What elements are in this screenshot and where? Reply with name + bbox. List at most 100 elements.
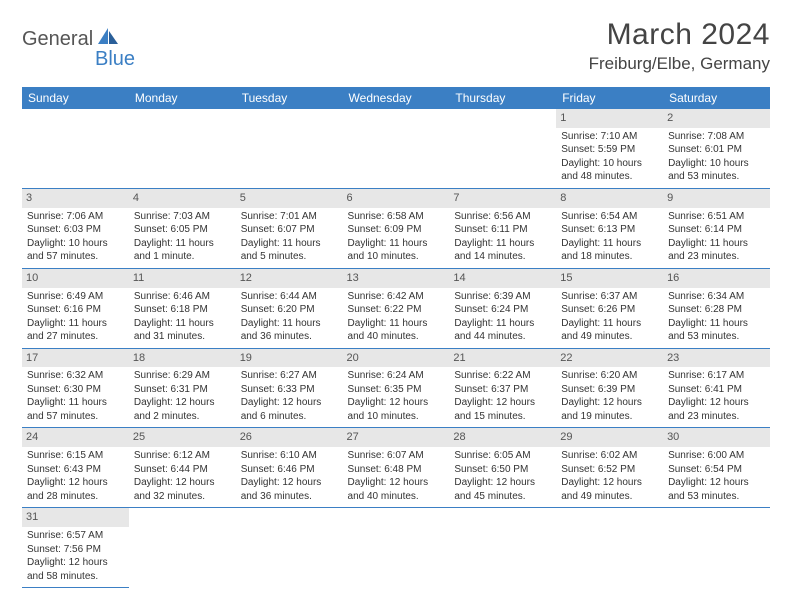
sunset-text: Sunset: 6:30 PM <box>27 383 124 397</box>
daylight-text: and 53 minutes. <box>668 330 765 344</box>
day-number: 30 <box>663 428 770 447</box>
daylight-text: Daylight: 11 hours <box>241 237 338 251</box>
calendar-body: 1Sunrise: 7:10 AMSunset: 5:59 PMDaylight… <box>22 109 770 588</box>
sunset-text: Sunset: 5:59 PM <box>561 143 658 157</box>
day-number: 27 <box>343 428 450 447</box>
sunrise-text: Sunrise: 6:22 AM <box>454 369 551 383</box>
sunset-text: Sunset: 6:39 PM <box>561 383 658 397</box>
calendar-day-cell: 20Sunrise: 6:24 AMSunset: 6:35 PMDayligh… <box>343 348 450 428</box>
daylight-text: Daylight: 11 hours <box>668 237 765 251</box>
calendar-empty-cell <box>129 109 236 188</box>
day-number: 9 <box>663 189 770 208</box>
calendar-empty-cell <box>449 508 556 588</box>
daylight-text: and 28 minutes. <box>27 490 124 504</box>
daylight-text: and 49 minutes. <box>561 330 658 344</box>
calendar-day-cell: 9Sunrise: 6:51 AMSunset: 6:14 PMDaylight… <box>663 188 770 268</box>
calendar-empty-cell <box>663 508 770 588</box>
sunrise-text: Sunrise: 6:24 AM <box>348 369 445 383</box>
sunset-text: Sunset: 6:48 PM <box>348 463 445 477</box>
daylight-text: Daylight: 11 hours <box>454 317 551 331</box>
sunset-text: Sunset: 6:31 PM <box>134 383 231 397</box>
calendar-day-cell: 12Sunrise: 6:44 AMSunset: 6:20 PMDayligh… <box>236 268 343 348</box>
day-number: 2 <box>663 109 770 128</box>
day-number: 21 <box>449 349 556 368</box>
sunset-text: Sunset: 6:54 PM <box>668 463 765 477</box>
sunrise-text: Sunrise: 6:27 AM <box>241 369 338 383</box>
day-number: 22 <box>556 349 663 368</box>
logo-text-blue: Blue <box>95 48 135 70</box>
daylight-text: Daylight: 11 hours <box>668 317 765 331</box>
calendar-week-row: 1Sunrise: 7:10 AMSunset: 5:59 PMDaylight… <box>22 109 770 188</box>
daylight-text: and 49 minutes. <box>561 490 658 504</box>
sunrise-text: Sunrise: 6:44 AM <box>241 290 338 304</box>
sunrise-text: Sunrise: 7:01 AM <box>241 210 338 224</box>
day-number: 17 <box>22 349 129 368</box>
sunset-text: Sunset: 6:24 PM <box>454 303 551 317</box>
page-title: March 2024 <box>589 18 770 52</box>
sunrise-text: Sunrise: 6:57 AM <box>27 529 124 543</box>
day-number: 3 <box>22 189 129 208</box>
sunset-text: Sunset: 7:56 PM <box>27 543 124 557</box>
calendar-week-row: 31Sunrise: 6:57 AMSunset: 7:56 PMDayligh… <box>22 508 770 588</box>
weekday-header: Thursday <box>449 87 556 109</box>
daylight-text: Daylight: 10 hours <box>668 157 765 171</box>
day-number: 15 <box>556 269 663 288</box>
calendar-day-cell: 30Sunrise: 6:00 AMSunset: 6:54 PMDayligh… <box>663 428 770 508</box>
daylight-text: Daylight: 11 hours <box>27 396 124 410</box>
daylight-text: Daylight: 12 hours <box>668 396 765 410</box>
daylight-text: Daylight: 12 hours <box>348 396 445 410</box>
sunrise-text: Sunrise: 7:06 AM <box>27 210 124 224</box>
sunset-text: Sunset: 6:44 PM <box>134 463 231 477</box>
sunset-text: Sunset: 6:33 PM <box>241 383 338 397</box>
calendar-day-cell: 24Sunrise: 6:15 AMSunset: 6:43 PMDayligh… <box>22 428 129 508</box>
calendar-empty-cell <box>343 109 450 188</box>
sunrise-text: Sunrise: 7:08 AM <box>668 130 765 144</box>
sunrise-text: Sunrise: 6:07 AM <box>348 449 445 463</box>
day-number: 6 <box>343 189 450 208</box>
calendar-header-row: SundayMondayTuesdayWednesdayThursdayFrid… <box>22 87 770 109</box>
calendar-day-cell: 10Sunrise: 6:49 AMSunset: 6:16 PMDayligh… <box>22 268 129 348</box>
calendar-empty-cell <box>22 109 129 188</box>
calendar-day-cell: 5Sunrise: 7:01 AMSunset: 6:07 PMDaylight… <box>236 188 343 268</box>
sunset-text: Sunset: 6:01 PM <box>668 143 765 157</box>
daylight-text: Daylight: 12 hours <box>561 396 658 410</box>
calendar-day-cell: 29Sunrise: 6:02 AMSunset: 6:52 PMDayligh… <box>556 428 663 508</box>
sunset-text: Sunset: 6:16 PM <box>27 303 124 317</box>
day-number: 14 <box>449 269 556 288</box>
sunset-text: Sunset: 6:41 PM <box>668 383 765 397</box>
sunset-text: Sunset: 6:52 PM <box>561 463 658 477</box>
calendar-day-cell: 1Sunrise: 7:10 AMSunset: 5:59 PMDaylight… <box>556 109 663 188</box>
daylight-text: Daylight: 11 hours <box>27 317 124 331</box>
sunrise-text: Sunrise: 6:32 AM <box>27 369 124 383</box>
calendar-day-cell: 31Sunrise: 6:57 AMSunset: 7:56 PMDayligh… <box>22 508 129 588</box>
day-number: 23 <box>663 349 770 368</box>
sunrise-text: Sunrise: 7:03 AM <box>134 210 231 224</box>
calendar-day-cell: 21Sunrise: 6:22 AMSunset: 6:37 PMDayligh… <box>449 348 556 428</box>
daylight-text: and 31 minutes. <box>134 330 231 344</box>
day-number: 29 <box>556 428 663 447</box>
daylight-text: Daylight: 12 hours <box>348 476 445 490</box>
day-number: 13 <box>343 269 450 288</box>
calendar-empty-cell <box>129 508 236 588</box>
calendar-week-row: 3Sunrise: 7:06 AMSunset: 6:03 PMDaylight… <box>22 188 770 268</box>
sunrise-text: Sunrise: 6:29 AM <box>134 369 231 383</box>
calendar-day-cell: 2 Sunrise: 7:08 AMSunset: 6:01 PMDaylight… <box>663 109 770 188</box>
calendar-day-cell: 17Sunrise: 6:32 AMSunset: 6:30 PMDayligh… <box>22 348 129 428</box>
daylight-text: and 27 minutes. <box>27 330 124 344</box>
title-block: March 2024 Freiburg/Elbe, Germany <box>589 18 770 74</box>
sunrise-text: Sunrise: 6:46 AM <box>134 290 231 304</box>
sunrise-text: Sunrise: 6:58 AM <box>348 210 445 224</box>
day-number: 5 <box>236 189 343 208</box>
sunrise-text: Sunrise: 6:54 AM <box>561 210 658 224</box>
daylight-text: Daylight: 11 hours <box>348 237 445 251</box>
daylight-text: Daylight: 11 hours <box>561 317 658 331</box>
weekday-header: Friday <box>556 87 663 109</box>
daylight-text: and 36 minutes. <box>241 490 338 504</box>
daylight-text: Daylight: 12 hours <box>668 476 765 490</box>
logo: General <box>22 18 122 51</box>
daylight-text: Daylight: 11 hours <box>561 237 658 251</box>
sunrise-text: Sunrise: 6:49 AM <box>27 290 124 304</box>
calendar-day-cell: 11Sunrise: 6:46 AMSunset: 6:18 PMDayligh… <box>129 268 236 348</box>
calendar-day-cell: 19Sunrise: 6:27 AMSunset: 6:33 PMDayligh… <box>236 348 343 428</box>
sunrise-text: Sunrise: 6:51 AM <box>668 210 765 224</box>
